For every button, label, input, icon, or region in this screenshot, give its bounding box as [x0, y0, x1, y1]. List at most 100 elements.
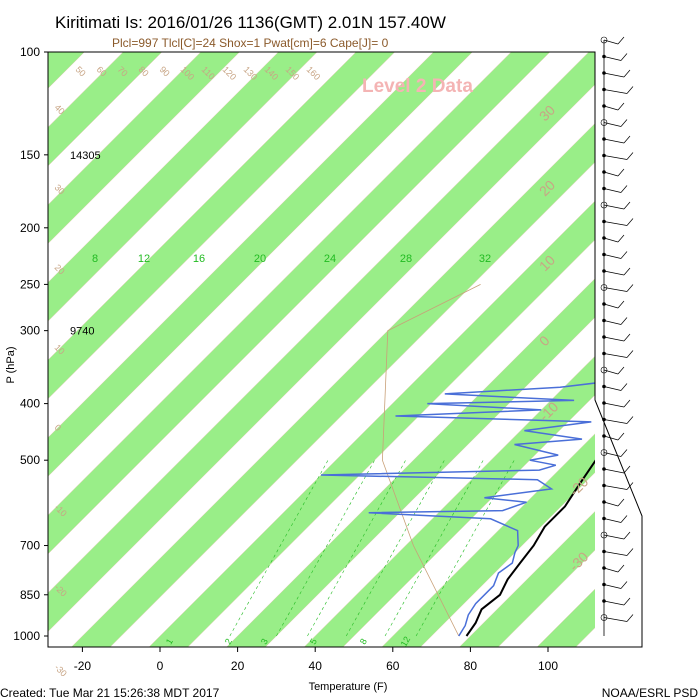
isotherm-line: [342, 394, 595, 647]
wind-barb: [603, 435, 619, 441]
wind-barb-marker: [600, 531, 608, 539]
isotherm-line: [381, 433, 595, 647]
mixing-ratio-label: 2: [223, 637, 234, 646]
x-tick-label: 100: [538, 659, 558, 673]
wind-barb-marker: [602, 417, 606, 422]
wind-barb: [603, 89, 628, 94]
wind-barb: [603, 534, 625, 540]
temperature-band: [0, 25, 34, 660]
x-tick-label: 80: [464, 659, 478, 673]
wind-barb: [603, 386, 622, 391]
temperature-band: [48, 52, 595, 632]
created-timestamp: Created: Tue Mar 21 15:26:38 MDT 2017: [0, 686, 220, 700]
mixing-ratio-label: 32: [479, 253, 491, 265]
isotherm-line: [48, 52, 434, 438]
wind-barb: [603, 204, 625, 210]
isotherm-line: [640, 25, 700, 660]
wind-barb-marker: [600, 366, 608, 374]
y-tick-label: 500: [20, 453, 40, 467]
isotherm-line: [71, 123, 595, 647]
isotherm-line: [48, 52, 590, 594]
wind-barb-marker: [602, 252, 606, 257]
y-tick-label: 200: [20, 221, 40, 235]
wind-barb-marker: [602, 54, 606, 59]
wind-barb-marker: [602, 467, 606, 471]
mixing-ratio-label: 1: [164, 637, 175, 646]
isotherm-line: [109, 161, 595, 647]
wind-barb-feather: [617, 36, 625, 45]
x-tick-label: 60: [386, 659, 400, 673]
wind-barb: [603, 320, 622, 325]
x-axis-ticks: -20 0 20 40 60 80 100: [74, 647, 558, 673]
watermark: Level 2 Data: [362, 76, 473, 97]
wind-barb-marker: [602, 186, 606, 191]
wind-barb-marker: [602, 219, 606, 224]
wind-barb: [603, 105, 619, 111]
chart-subtitle: Plcl=997 Tlcl[C]=24 Shox=1 Pwat[cm]=6 Ca…: [112, 36, 389, 50]
isotherm-line: [187, 239, 595, 647]
wind-barb-marker: [602, 153, 606, 158]
wind-barb: [603, 138, 625, 144]
wind-barb-feather: [623, 69, 631, 78]
wind-barb: [603, 171, 619, 177]
isotherm-line: [48, 52, 318, 322]
plot-frame: [47, 51, 643, 648]
wind-barb: [603, 155, 628, 160]
isotherm-line: [48, 52, 240, 244]
wind-barb-feather: [626, 152, 634, 160]
chart-title: Kiritimati Is: 2016/01/26 1136(GMT) 2.01…: [55, 13, 446, 32]
wind-barb-feather: [620, 251, 628, 259]
credit-label: NOAA/ESRL PSD: [602, 686, 699, 700]
wind-barb: [603, 501, 619, 507]
wind-barb-marker: [602, 170, 606, 174]
wind-barb: [603, 39, 619, 45]
wind-barb-marker: [602, 516, 606, 521]
isotherm-line: [48, 84, 595, 632]
wind-barb-feather: [620, 383, 628, 391]
isotherm-line: [48, 52, 163, 167]
wind-barb: [603, 402, 625, 408]
y-axis-label: P (hPa): [5, 346, 17, 383]
wind-barb-marker: [600, 201, 608, 209]
wind-barb: [603, 617, 628, 622]
mixing-ratio-label: 28: [400, 253, 412, 265]
temperature-band: [601, 25, 700, 660]
mixing-ratio-label: 12: [138, 253, 150, 265]
wind-barb-marker: [600, 36, 608, 44]
y-axis-ticks: 100 150 200 250 300 400 500 700 850 1000: [13, 45, 48, 643]
wind-barb-feather: [617, 102, 625, 111]
isotherm-line: [420, 472, 595, 647]
wind-barb-marker: [600, 614, 608, 621]
wind-barb: [603, 551, 628, 556]
wind-barb-feather: [620, 185, 628, 193]
wind-barb-marker: [602, 87, 606, 92]
wind-barb-marker: [602, 104, 606, 108]
wind-barb: [603, 188, 622, 193]
mixing-ratio-label: 3: [259, 637, 270, 646]
x-axis-label: Temperature (F): [309, 681, 388, 693]
wind-barb-feather: [617, 168, 625, 177]
wind-barb: [603, 336, 625, 342]
wind-barb-marker: [602, 137, 606, 141]
wind-barb-feather: [617, 498, 625, 507]
isotherm-label: 0: [53, 422, 64, 433]
isotherm-line: [48, 52, 396, 400]
wind-barb: [603, 254, 622, 259]
wind-barb-feather: [623, 597, 631, 606]
plot-area: [0, 25, 700, 660]
isotherm-lines: [0, 25, 700, 660]
isotherm-line: [265, 317, 595, 647]
height-labels: 14305 9740: [70, 150, 101, 338]
wind-barb-marker: [602, 599, 606, 603]
wind-barb-feather: [620, 449, 628, 457]
isotherm-line: [0, 25, 34, 660]
wind-barb-feather: [623, 267, 631, 276]
wind-barb: [603, 72, 625, 78]
y-tick-label: 250: [20, 277, 40, 291]
wind-barb-marker: [602, 401, 606, 405]
wind-barb: [603, 468, 625, 474]
wind-barb: [603, 369, 619, 375]
x-tick-label: -20: [74, 659, 92, 673]
wind-barb-feather: [626, 548, 634, 556]
wind-barb-feather: [623, 399, 631, 408]
